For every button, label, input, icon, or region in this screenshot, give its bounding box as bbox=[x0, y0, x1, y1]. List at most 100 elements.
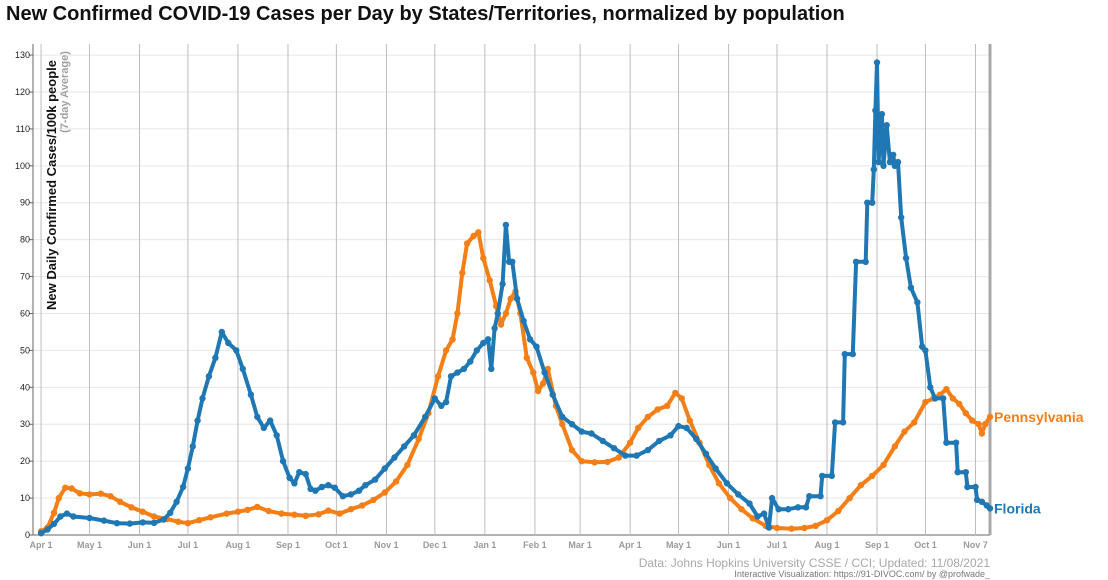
data-point-florida bbox=[702, 450, 710, 457]
data-point-florida bbox=[712, 465, 719, 472]
data-point-florida bbox=[100, 517, 108, 524]
data-point-florida bbox=[943, 439, 950, 446]
data-point-florida bbox=[239, 365, 246, 373]
data-point-florida bbox=[194, 417, 201, 424]
data-point-pennsylvania bbox=[302, 512, 309, 519]
data-point-pennsylvania bbox=[982, 421, 989, 428]
x-axis: Apr 1 May 1 Jun 1 Jul 1 Aug 1 Sep 1 Oct 1 Nov 1… bbox=[30, 540, 988, 550]
data-point-florida bbox=[431, 395, 438, 402]
data-point-pennsylvania bbox=[788, 525, 795, 532]
x-tick-label: Oct 1 bbox=[325, 540, 348, 550]
x-tick-label: Feb 1 bbox=[523, 540, 547, 550]
data-point-pennsylvania bbox=[578, 458, 585, 465]
data-point-pennsylvania bbox=[442, 347, 450, 354]
data-point-florida bbox=[520, 317, 527, 325]
data-point-pennsylvania bbox=[686, 417, 693, 424]
data-point-florida bbox=[331, 484, 338, 491]
data-point-florida bbox=[533, 343, 540, 350]
series-layer[interactable] bbox=[37, 59, 994, 537]
data-point-florida bbox=[819, 472, 826, 480]
data-point-pennsylvania bbox=[922, 398, 929, 406]
y-tick-label: 100 bbox=[15, 161, 30, 171]
data-point-florida bbox=[307, 485, 314, 493]
data-point-florida bbox=[509, 258, 516, 265]
data-point-pennsylvania bbox=[415, 435, 422, 443]
y-tick-label: 80 bbox=[20, 235, 30, 245]
y-axis-title: New Daily Confirmed Cases/100k people bbox=[44, 60, 59, 310]
data-point-florida bbox=[150, 519, 158, 526]
data-point-florida bbox=[50, 520, 58, 528]
data-point-florida bbox=[296, 469, 303, 476]
data-point-florida bbox=[37, 530, 45, 537]
data-point-pennsylvania bbox=[534, 387, 542, 395]
data-point-florida bbox=[273, 432, 280, 439]
data-point-florida bbox=[972, 483, 979, 491]
data-point-florida bbox=[438, 402, 445, 409]
data-point-florida bbox=[852, 258, 860, 265]
y-tick-label: 60 bbox=[20, 308, 30, 318]
data-point-florida bbox=[880, 162, 887, 169]
data-point-florida bbox=[473, 347, 480, 354]
data-point-pennsylvania bbox=[949, 395, 957, 402]
data-point-florida bbox=[391, 454, 398, 461]
data-point-florida bbox=[870, 166, 877, 173]
data-point-florida bbox=[693, 435, 700, 443]
y-axis-subtitle: (7-day Average) bbox=[59, 51, 71, 133]
data-point-florida bbox=[318, 483, 326, 491]
viz-credit: Interactive Visualization: https://91-DI… bbox=[734, 569, 990, 579]
data-point-florida bbox=[113, 520, 121, 527]
data-point-florida bbox=[644, 446, 652, 454]
data-point-florida bbox=[760, 510, 768, 517]
x-tick-label: Apr 1 bbox=[619, 540, 642, 550]
month-lines bbox=[40, 44, 976, 535]
data-point-florida bbox=[86, 514, 93, 522]
data-point-pennsylvania bbox=[846, 494, 853, 502]
x-tick-label: Apr 1 bbox=[30, 540, 53, 550]
data-point-pennsylvania bbox=[986, 413, 994, 421]
data-point-florida bbox=[460, 365, 468, 373]
data-point-pennsylvania bbox=[459, 269, 466, 277]
data-point-florida bbox=[886, 158, 894, 166]
data-point-pennsylvania bbox=[604, 458, 611, 466]
x-tick-label: Aug 1 bbox=[814, 540, 839, 550]
data-point-pennsylvania bbox=[207, 514, 214, 521]
data-point-florida bbox=[978, 498, 986, 505]
data-point-florida bbox=[875, 158, 882, 166]
data-point-pennsylvania bbox=[835, 507, 842, 515]
data-point-pennsylvania bbox=[507, 295, 514, 302]
data-point-florida bbox=[927, 384, 934, 391]
data-point-florida bbox=[862, 258, 869, 265]
data-point-pennsylvania bbox=[486, 277, 493, 284]
data-point-pennsylvania bbox=[727, 494, 734, 502]
data-point-pennsylvania bbox=[880, 461, 887, 469]
data-point-pennsylvania bbox=[559, 421, 566, 428]
data-point-florida bbox=[347, 491, 355, 498]
data-point-florida bbox=[785, 506, 792, 513]
data-point-pennsylvania bbox=[68, 485, 75, 492]
grid-lines bbox=[33, 54, 990, 536]
x-tick-label: Nov 7 bbox=[963, 540, 988, 550]
data-point-pennsylvania bbox=[196, 517, 203, 524]
data-point-pennsylvania bbox=[139, 508, 146, 515]
data-point-florida bbox=[160, 516, 167, 523]
data-point-pennsylvania bbox=[738, 506, 745, 513]
data-point-florida bbox=[973, 496, 981, 504]
x-tick-label: Dec 1 bbox=[423, 540, 447, 550]
data-point-florida bbox=[883, 122, 890, 129]
data-point-florida bbox=[940, 395, 947, 402]
data-point-pennsylvania bbox=[265, 507, 272, 515]
data-point-florida bbox=[839, 419, 847, 426]
data-point-florida bbox=[491, 325, 498, 332]
x-tick-label: Jul 1 bbox=[767, 540, 788, 550]
data-point-florida bbox=[890, 151, 897, 158]
data-point-pennsylvania bbox=[502, 310, 510, 317]
data-point-florida bbox=[765, 524, 773, 531]
y-tick-label: 40 bbox=[20, 382, 30, 392]
data-point-florida bbox=[922, 347, 929, 354]
data-point-florida bbox=[559, 413, 566, 421]
y-tick-label: 90 bbox=[20, 198, 30, 208]
data-point-florida bbox=[422, 413, 429, 421]
data-point-florida bbox=[831, 419, 839, 426]
data-point-pennsylvania bbox=[454, 310, 461, 317]
data-point-florida bbox=[633, 452, 640, 459]
